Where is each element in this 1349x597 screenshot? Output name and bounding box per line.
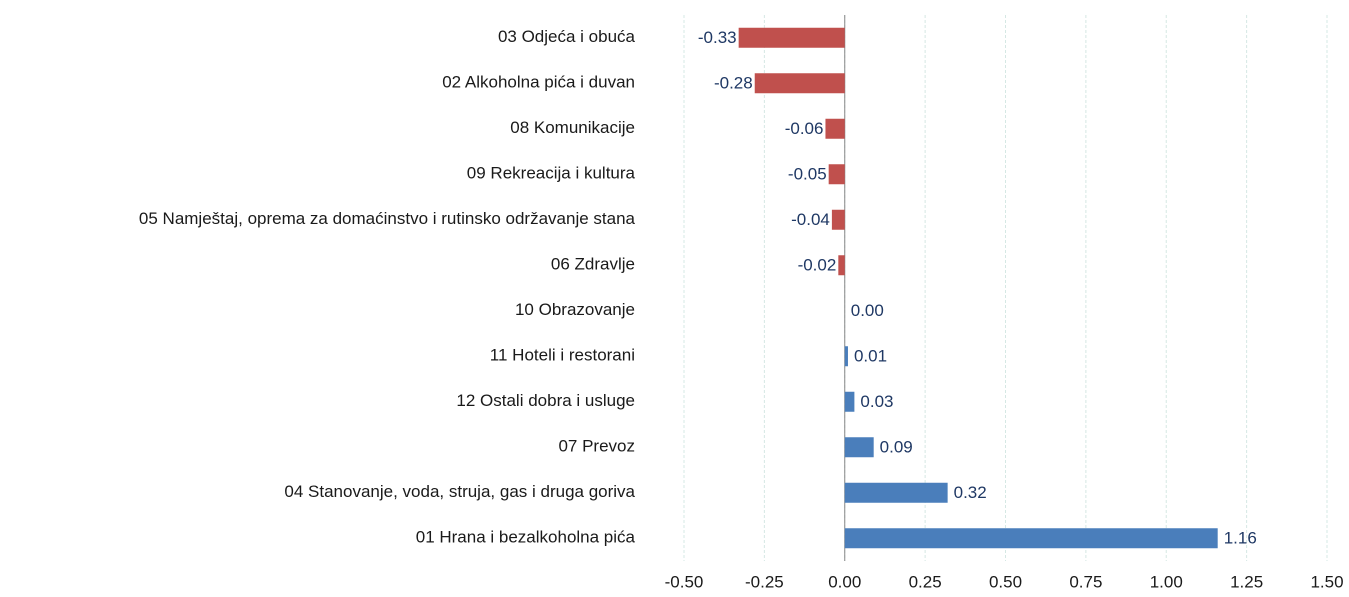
bar [838, 255, 845, 276]
y-tick-label: 11 Hoteli i restorani [490, 346, 635, 365]
data-label: 0.01 [854, 347, 887, 366]
bar [825, 118, 845, 139]
y-tick-label: 02 Alkoholna pića i duvan [442, 73, 635, 92]
bar [844, 346, 848, 367]
bar [844, 437, 874, 458]
data-label: -0.28 [714, 74, 753, 93]
x-tick-label: 1.50 [1310, 572, 1343, 591]
y-tick-label: 07 Prevoz [558, 437, 635, 456]
data-label: -0.33 [698, 28, 737, 47]
data-label: 0.03 [860, 392, 893, 411]
y-tick-label: 01 Hrana i bezalkoholna pića [416, 528, 636, 547]
y-tick-label: 04 Stanovanje, voda, struja, gas i druga… [284, 482, 635, 501]
x-tick-label: 0.75 [1069, 572, 1102, 591]
x-tick-label: 1.00 [1150, 572, 1183, 591]
bar [738, 27, 845, 48]
data-label: -0.06 [785, 119, 824, 138]
x-tick-label: 1.25 [1230, 572, 1263, 591]
data-label: -0.02 [798, 256, 837, 275]
y-tick-label: 10 Obrazovanje [515, 300, 635, 319]
data-label: 0.00 [851, 301, 884, 320]
data-label: -0.05 [788, 165, 827, 184]
y-tick-label: 08 Komunikacije [510, 118, 635, 137]
bar [831, 209, 845, 230]
data-label: 0.09 [880, 438, 913, 457]
x-tick-label: -0.50 [665, 572, 704, 591]
bar [844, 528, 1218, 549]
bar [754, 73, 845, 94]
y-tick-label: 12 Ostali dobra i usluge [456, 391, 635, 410]
x-tick-label: -0.25 [745, 572, 784, 591]
bar [844, 482, 948, 503]
data-label: -0.04 [791, 210, 830, 229]
y-tick-label: 05 Namještaj, oprema za domaćinstvo i ru… [139, 209, 636, 228]
y-tick-label: 06 Zdravlje [551, 255, 635, 274]
y-tick-label: 09 Rekreacija i kultura [467, 164, 636, 183]
bar [844, 391, 855, 412]
x-tick-label: 0.50 [989, 572, 1022, 591]
x-tick-label: 0.25 [909, 572, 942, 591]
bar [828, 164, 845, 185]
data-label: 0.32 [954, 483, 987, 502]
y-tick-label: 03 Odjeća i obuća [498, 27, 636, 46]
x-tick-label: 0.00 [828, 572, 861, 591]
data-label: 1.16 [1224, 529, 1257, 548]
